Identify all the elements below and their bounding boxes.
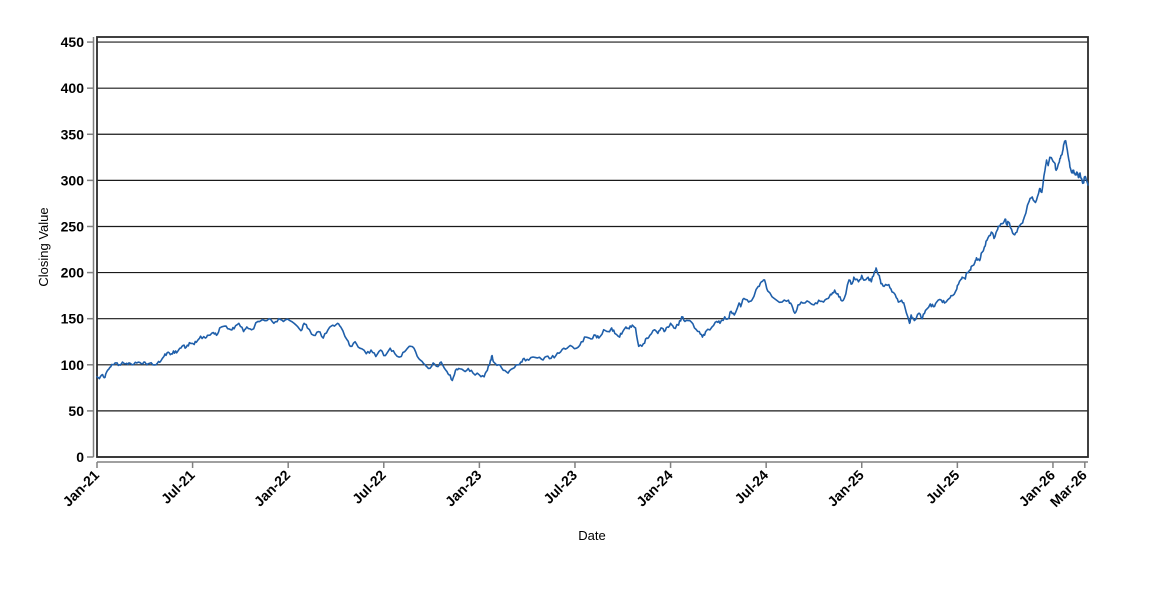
x-tick-label: Jan-24 <box>633 467 676 510</box>
y-tick-label: 250 <box>61 218 85 234</box>
x-tick-label: Jul-24 <box>731 467 771 507</box>
y-tick-label: 200 <box>61 265 85 281</box>
x-tick-label: Jan-23 <box>442 467 485 510</box>
x-tick-label: Jul-25 <box>923 467 963 507</box>
x-tick-label: Jan-22 <box>251 467 294 510</box>
x-tick-label: Jan-21 <box>59 467 102 510</box>
y-tick-label: 100 <box>61 357 85 373</box>
closing-value-series-path <box>96 139 1089 382</box>
y-tick-label: 150 <box>61 311 85 327</box>
x-tick-label: Mar-26 <box>1047 467 1090 510</box>
grid-layer <box>96 36 1089 458</box>
x-tick-label: Jul-23 <box>540 467 580 507</box>
y-tick-label: 350 <box>61 126 85 142</box>
y-tick-label: 450 <box>61 34 85 50</box>
plot-frame <box>96 36 1089 458</box>
y-axis-title: Closing Value <box>36 207 51 286</box>
x-tick-label: Jul-21 <box>158 467 198 507</box>
series-layer <box>96 139 1089 382</box>
x-tick-label: Jul-22 <box>349 467 389 507</box>
y-tick-label: 0 <box>76 449 84 465</box>
y-tick-label: 50 <box>68 403 84 419</box>
x-tick-label: Jan-25 <box>824 467 867 510</box>
x-axis-title: Date <box>578 528 605 543</box>
y-tick-label: 400 <box>61 80 85 96</box>
y-tick-label: 300 <box>61 172 85 188</box>
